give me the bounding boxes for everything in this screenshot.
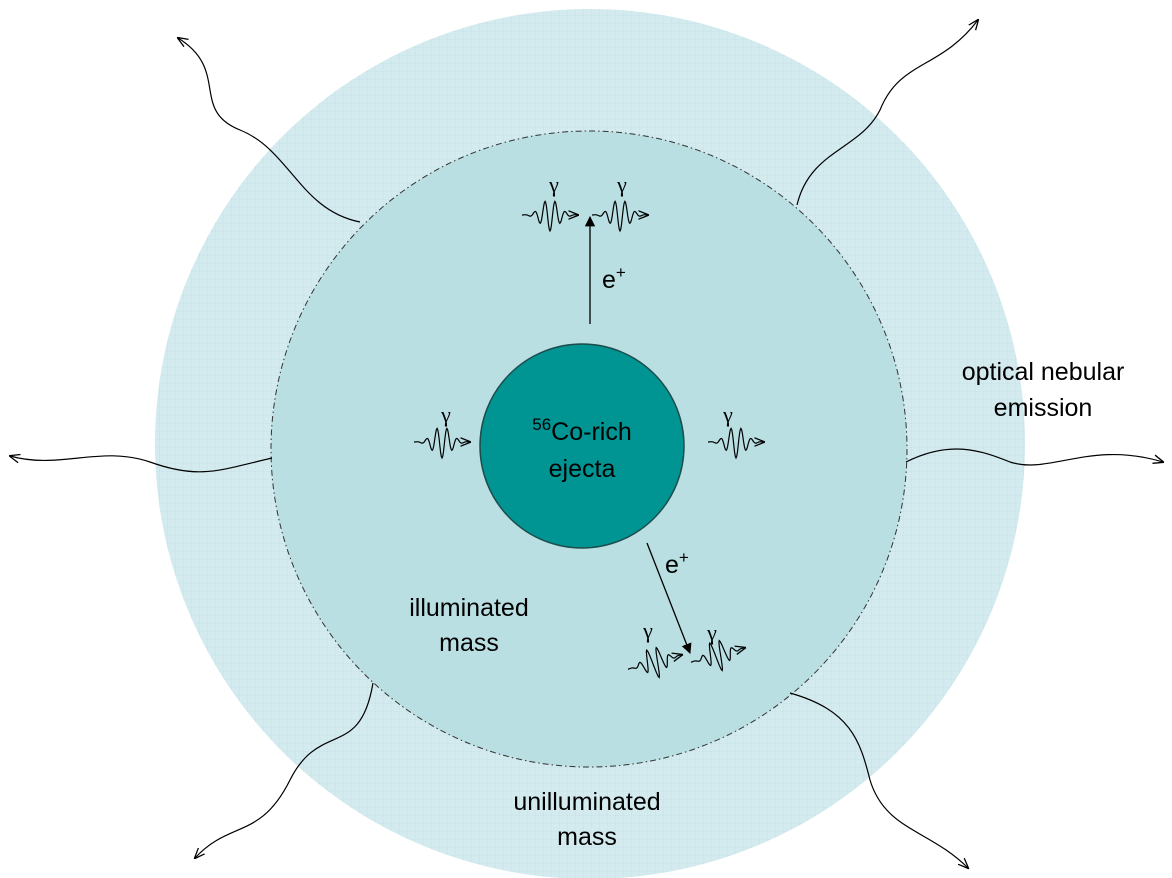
gamma-label: γ	[440, 402, 451, 427]
emission-label: emission	[994, 394, 1093, 422]
gamma-label: γ	[616, 172, 627, 197]
photon-wave	[690, 639, 749, 672]
photon-wave	[522, 200, 578, 233]
escape-arrow	[796, 20, 978, 206]
photon-waves	[414, 200, 764, 679]
escape-arrow	[905, 448, 1163, 466]
region-label: unilluminated	[513, 788, 660, 816]
photon-wave	[708, 427, 764, 460]
positron-label: e+	[602, 263, 626, 294]
escape-arrows	[10, 20, 1163, 868]
region-label: illuminated	[409, 594, 529, 622]
escape-arrow	[10, 456, 273, 473]
core-label: ejecta	[549, 455, 616, 483]
escape-arrow	[195, 682, 374, 858]
core	[479, 343, 685, 549]
emission-label: optical nebular	[962, 358, 1125, 386]
core-label: 56Co-rich	[532, 415, 632, 446]
positron-label: e+	[665, 548, 689, 579]
gamma-label: γ	[722, 402, 733, 427]
photon-wave	[592, 200, 648, 233]
positron-arrow	[646, 542, 692, 654]
photon-wave	[414, 427, 470, 460]
gamma-label: γ	[548, 172, 559, 197]
region-label: mass	[439, 629, 499, 657]
photon-wave	[627, 646, 686, 679]
gamma-label: γ	[642, 618, 653, 643]
gamma-label: γ	[706, 620, 717, 645]
region-label: mass	[557, 823, 617, 851]
escape-arrow	[178, 38, 361, 223]
escape-arrow	[789, 692, 968, 868]
